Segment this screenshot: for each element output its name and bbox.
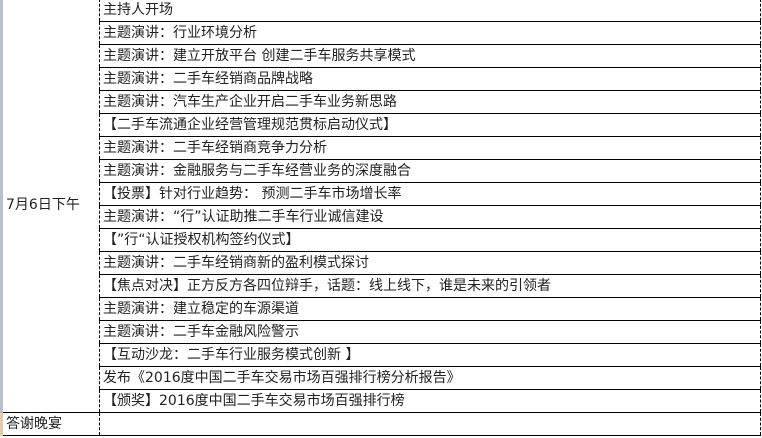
agenda-row: 【互动沙龙：二手车行业服务模式创新 】 [2,343,761,367]
agenda-row: 主题演讲：建立稳定的车源渠道 [2,297,761,321]
agenda-item: 发布《2016度中国二手车交易市场百强排行榜分析报告》 [99,366,761,390]
agenda-item: 主题演讲：建立稳定的车源渠道 [99,297,761,321]
dinner-row: 答谢晚宴 [0,412,761,436]
agenda-item: 【焦点对决】正方反方各四位辩手，话题：线上线下，谁是未来的引领者 [99,274,761,298]
agenda-row: 主题演讲：二手车经销商品牌战略 [2,67,761,91]
agenda-row: 【二手车流通企业经营管理规范贯标启动仪式】 [2,113,761,137]
agenda-item: 主题演讲：二手车金融风险警示 [99,320,761,344]
agenda-item: 【颁奖】2016度中国二手车交易市场百强排行榜 [99,389,761,413]
agenda-item: 【互动沙龙：二手车行业服务模式创新 】 [99,343,761,367]
agenda-item: 【”行“认证授权机构签约仪式】 [99,228,761,252]
agenda-row: 【投票】针对行业趋势： 预测二手车市场增长率 [2,182,761,206]
agenda-item: 主题演讲：二手车经销商品牌战略 [99,67,761,91]
agenda-row: 【颁奖】2016度中国二手车交易市场百强排行榜 [2,389,761,413]
agenda-item: 主题演讲：建立开放平台 创建二手车服务共享模式 [99,44,761,68]
agenda-item: 【投票】针对行业趋势： 预测二手车市场增长率 [99,182,761,206]
agenda-row: 7月6日下午 主持人开场 [0,0,761,413]
dinner-value [99,412,761,436]
agenda-item: 【二手车流通企业经营管理规范贯标启动仪式】 [99,113,761,137]
agenda-row: 主题演讲：金融服务与二手车经营业务的深度融合 [2,159,761,183]
agenda-row: 主题演讲：建立开放平台 创建二手车服务共享模式 [2,44,761,68]
agenda-item: 主题演讲：“行”认证助推二手车行业诚信建设 [99,205,761,229]
agenda-row: 主题演讲：二手车经销商新的盈利模式探讨 [2,251,761,275]
agenda-row: 主题演讲：二手车经销商竞争力分析 [2,136,761,160]
agenda-item: 主题演讲：金融服务与二手车经营业务的深度融合 [99,159,761,183]
agenda-row: 发布《2016度中国二手车交易市场百强排行榜分析报告》 [2,366,761,390]
agenda-item: 主持人开场 [99,0,761,22]
agenda-item: 主题演讲：二手车经销商新的盈利模式探讨 [99,251,761,275]
agenda-row: 【焦点对决】正方反方各四位辩手，话题：线上线下，谁是未来的引领者 [2,274,761,298]
date-cell: 7月6日下午 [0,0,100,413]
dinner-label: 答谢晚宴 [0,412,100,436]
agenda-item: 主题演讲：二手车经销商竞争力分析 [99,136,761,160]
agenda-row: 【”行“认证授权机构签约仪式】 [2,228,761,252]
agenda-row: 主题演讲：“行”认证助推二手车行业诚信建设 [2,205,761,229]
agenda-item: 主题演讲：行业环境分析 [99,21,761,45]
agenda-item: 主题演讲：汽车生产企业开启二手车业务新思路 [99,90,761,114]
agenda-row: 主题演讲：二手车金融风险警示 [2,320,761,344]
agenda-row: 主题演讲：汽车生产企业开启二手车业务新思路 [2,90,761,114]
agenda-row: 主题演讲：行业环境分析 [2,21,761,45]
